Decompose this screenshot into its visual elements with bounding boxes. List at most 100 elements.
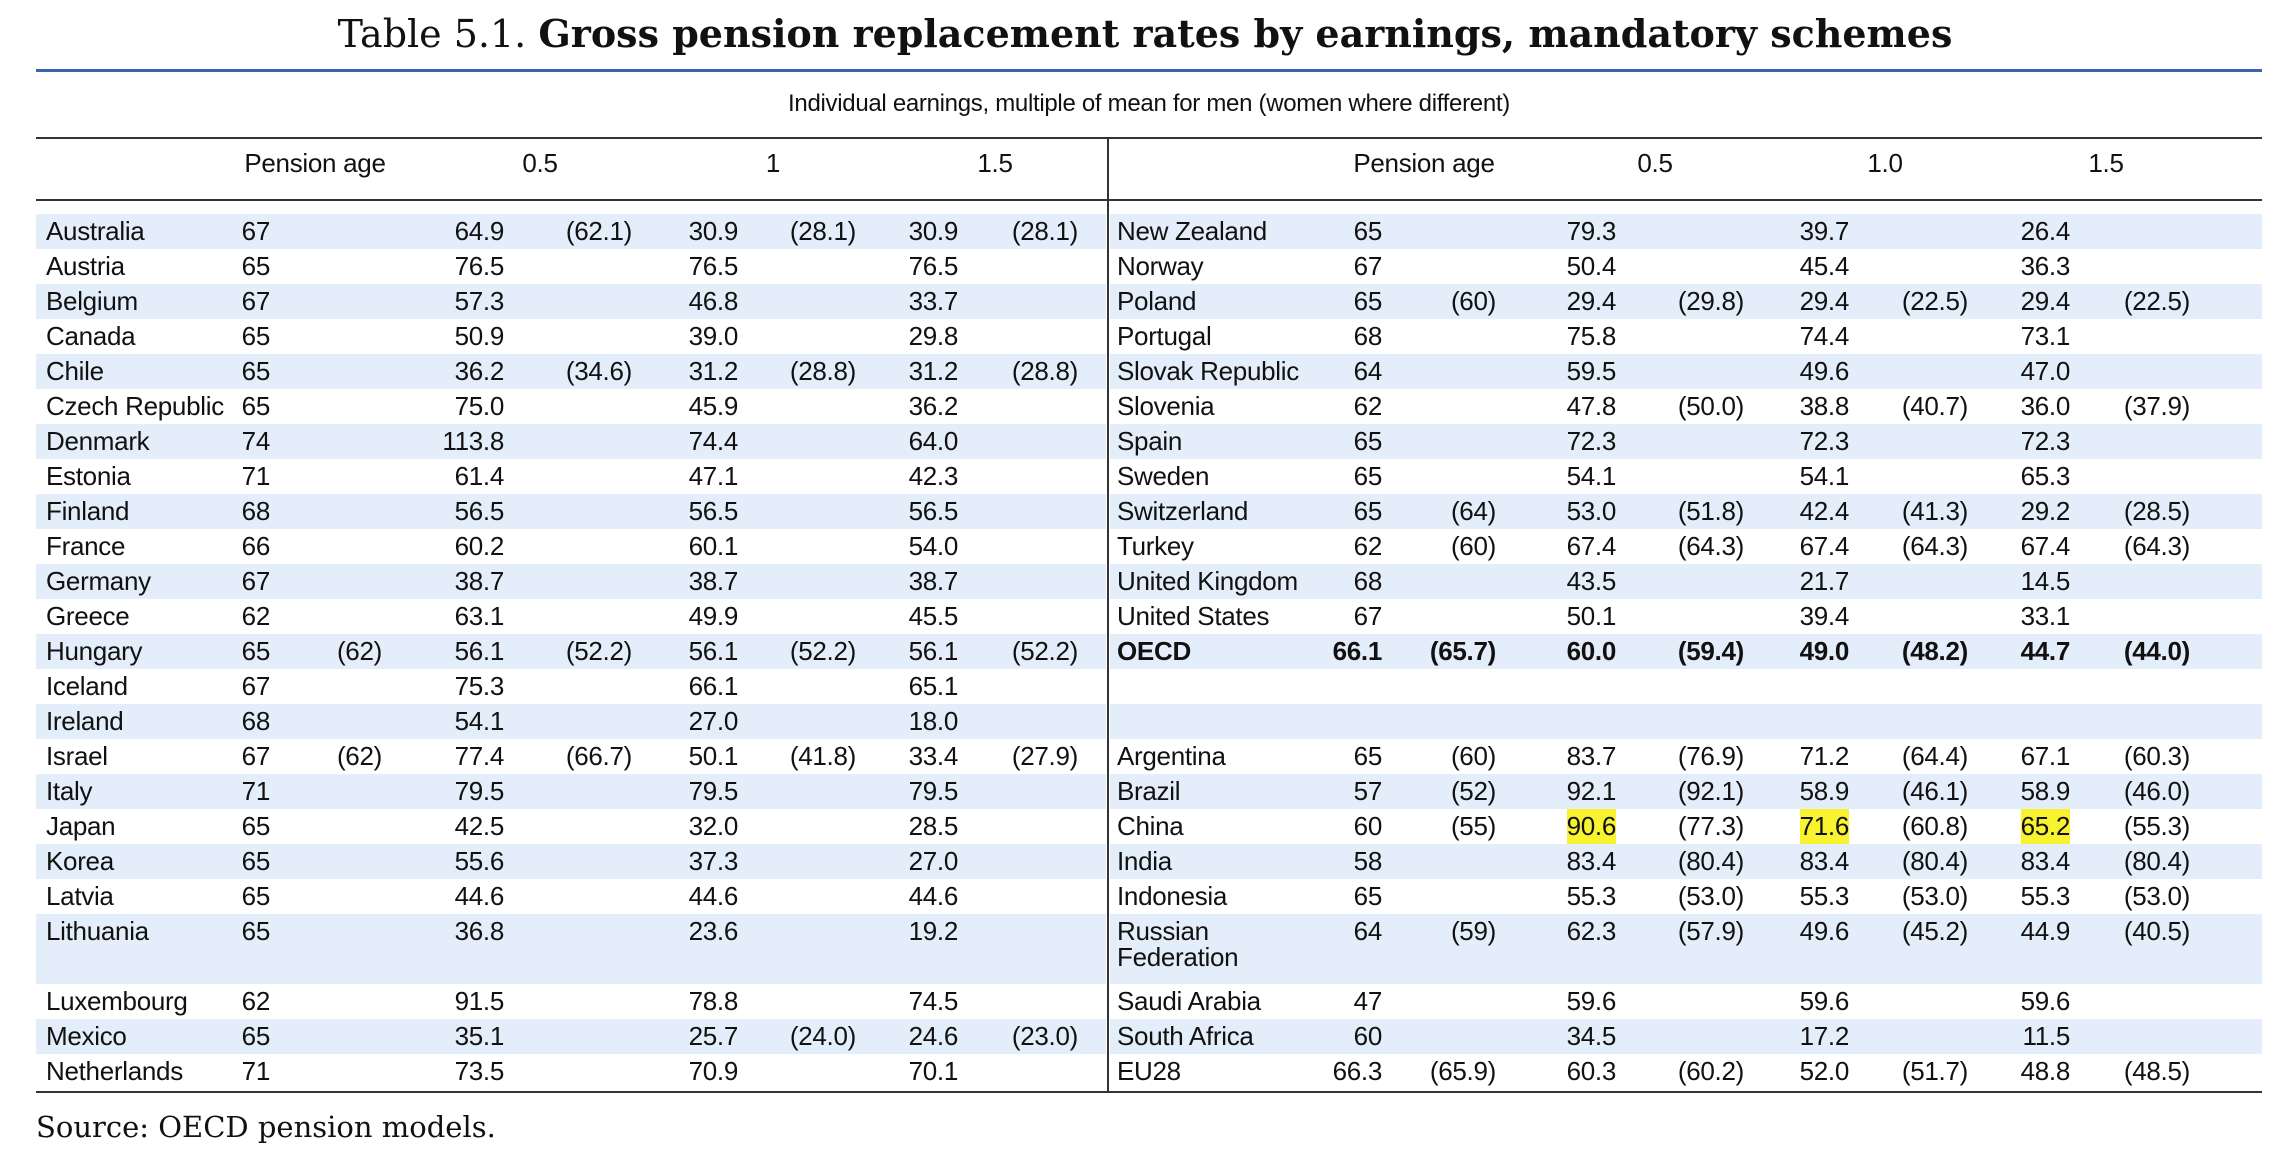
right-row-r15-w: (64.3) <box>2123 531 2190 561</box>
column-divider <box>1107 137 1109 1092</box>
left-row-r15-w: (28.1) <box>1011 216 1078 246</box>
col-pension-age-left: Pension age <box>244 148 386 178</box>
left-row-age: 67 <box>241 286 271 316</box>
left-row-shade <box>36 214 1106 249</box>
left-row-r05: 91.5 <box>454 986 505 1016</box>
left-row-r1: 38.7 <box>688 566 739 596</box>
right-row-age: 65 <box>1353 461 1383 491</box>
left-row-age: 65 <box>241 636 271 666</box>
right-row-country: Brazil <box>1117 776 1181 806</box>
right-row-r15: 33.1 <box>2020 601 2071 631</box>
right-row-country: Indonesia <box>1117 881 1228 911</box>
right-row-r1-w: (48.2) <box>1901 636 1968 666</box>
right-row-r15: 72.3 <box>2020 426 2071 456</box>
left-row-r15: 30.9 <box>908 216 959 246</box>
right-row-age: 65 <box>1353 216 1383 246</box>
left-row-country: Hungary <box>46 636 143 666</box>
left-row-age: 67 <box>241 741 271 771</box>
left-row-country: Austria <box>46 251 125 281</box>
left-row-r15: 54.0 <box>908 531 959 561</box>
left-row-r1-w: (41.8) <box>789 741 856 771</box>
left-row-r05-w: (62.1) <box>565 216 632 246</box>
left-row-r1: 37.3 <box>688 846 739 876</box>
right-row-country: Switzerland <box>1117 496 1249 526</box>
col-15-left: 1.5 <box>977 148 1013 178</box>
left-row-age: 66 <box>241 531 271 561</box>
right-row-r05-w: (51.8) <box>1677 496 1744 526</box>
right-row-r1-w: (45.2) <box>1901 916 1968 946</box>
left-row-country: Greece <box>46 601 130 631</box>
right-row-age: 65 <box>1353 426 1383 456</box>
right-row-r05-w: (77.3) <box>1677 811 1744 841</box>
right-row-r15: 58.9 <box>2020 776 2071 806</box>
left-row-r1: 78.8 <box>688 986 739 1016</box>
left-row-r1-w: (28.1) <box>789 216 856 246</box>
left-row-r1-w: (24.0) <box>789 1021 856 1051</box>
left-row-r15: 33.4 <box>908 741 959 771</box>
left-row-age: 62 <box>241 986 271 1016</box>
right-row-r15: 65.3 <box>2020 461 2071 491</box>
left-row-r15: 64.0 <box>908 426 959 456</box>
left-row-r1: 74.4 <box>688 426 739 456</box>
left-row-age: 71 <box>241 776 271 806</box>
right-row-country: Turkey <box>1117 531 1194 561</box>
right-row-age: 66.1 <box>1332 636 1383 666</box>
right-row-r1: 55.3 <box>1799 881 1850 911</box>
left-row-country: Estonia <box>46 461 131 491</box>
right-row-r1: 21.7 <box>1799 566 1850 596</box>
right-row-r15-w: (28.5) <box>2123 496 2190 526</box>
left-row-r15: 19.2 <box>908 916 959 946</box>
table-title: Table 5.1. Gross pension replacement rat… <box>0 6 2290 62</box>
left-row-r05: 35.1 <box>454 1021 505 1051</box>
left-row-age: 68 <box>241 496 271 526</box>
right-row-country: Spain <box>1117 426 1182 456</box>
right-row-r1-w: (46.1) <box>1901 776 1968 806</box>
right-row-r15: 83.4 <box>2020 846 2071 876</box>
left-row-r15: 31.2 <box>908 356 959 386</box>
right-row-r05: 59.6 <box>1566 986 1617 1016</box>
left-row-r05: 38.7 <box>454 566 505 596</box>
right-row-country: India <box>1117 846 1172 876</box>
right-row-r15-w: (40.5) <box>2123 916 2190 946</box>
left-row-country: Australia <box>46 216 145 246</box>
right-row-shade <box>1110 774 2262 809</box>
right-row-r1: 71.6 <box>1799 809 1849 844</box>
right-row-age: 62 <box>1353 391 1383 421</box>
right-row-r05-w: (59.4) <box>1677 636 1744 666</box>
left-row-age: 67 <box>241 566 271 596</box>
right-row-r05: 53.0 <box>1566 496 1617 526</box>
left-row-r05: 44.6 <box>454 881 505 911</box>
right-row-age: 67 <box>1353 601 1383 631</box>
left-row-r1-w: (52.2) <box>789 636 856 666</box>
right-row-r1: 17.2 <box>1799 1021 1850 1051</box>
left-row-r15: 38.7 <box>908 566 959 596</box>
left-row-r15-w: (28.8) <box>1011 356 1078 386</box>
right-row-r05: 90.6 <box>1566 809 1616 844</box>
left-row-r15: 74.5 <box>908 986 959 1016</box>
left-row-age: 65 <box>241 846 271 876</box>
right-row-country: Norway <box>1117 251 1204 281</box>
left-row-country: Ireland <box>46 706 124 736</box>
left-row-age: 71 <box>241 461 271 491</box>
right-row-r15-w: (53.0) <box>2123 881 2190 911</box>
left-row-r05: 42.5 <box>454 811 505 841</box>
right-row-age: 65 <box>1353 496 1383 526</box>
right-row-age: 62 <box>1353 531 1383 561</box>
right-row-r1: 59.6 <box>1799 986 1850 1016</box>
left-row-country: Lithuania <box>46 916 149 946</box>
right-row-r05: 29.4 <box>1566 286 1617 316</box>
right-row-r05: 54.1 <box>1566 461 1617 491</box>
left-row-shade <box>36 634 1106 669</box>
left-row-age: 67 <box>241 671 271 701</box>
left-row-country: Italy <box>46 776 93 806</box>
left-row-r05: 50.9 <box>454 321 505 351</box>
left-row-r05: 73.5 <box>454 1056 505 1086</box>
right-row-age: 68 <box>1353 321 1383 351</box>
right-row-r05-w: (60.2) <box>1677 1056 1744 1086</box>
right-row-r05: 59.5 <box>1566 356 1617 386</box>
left-row-r1: 39.0 <box>688 321 739 351</box>
right-row-country: Saudi Arabia <box>1117 986 1261 1016</box>
right-row-age: 60 <box>1353 811 1383 841</box>
left-row-r1: 70.9 <box>688 1056 739 1086</box>
right-row-r05: 55.3 <box>1566 881 1617 911</box>
